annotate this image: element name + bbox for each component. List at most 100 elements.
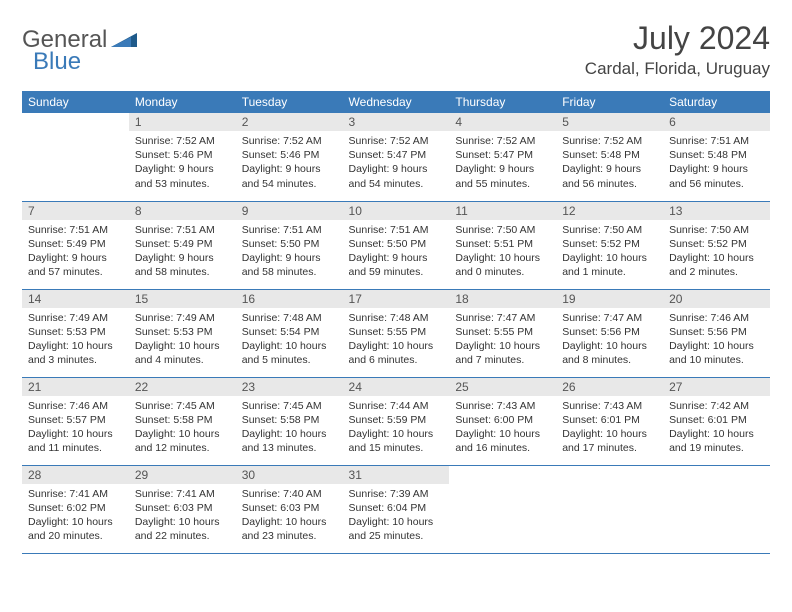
daylight-text: and 56 minutes. — [669, 177, 764, 191]
daylight-text: Daylight: 10 hours — [455, 251, 550, 265]
sunset-text: Sunset: 5:50 PM — [349, 237, 444, 251]
day-number: 15 — [129, 290, 236, 308]
day-body: Sunrise: 7:52 AMSunset: 5:47 PMDaylight:… — [449, 131, 556, 195]
sunrise-text: Sunrise: 7:41 AM — [135, 487, 230, 501]
daylight-text: and 16 minutes. — [455, 441, 550, 455]
day-body: Sunrise: 7:44 AMSunset: 5:59 PMDaylight:… — [343, 396, 450, 460]
calendar-cell: 4Sunrise: 7:52 AMSunset: 5:47 PMDaylight… — [449, 113, 556, 201]
daylight-text: and 58 minutes. — [135, 265, 230, 279]
calendar-week-row: 7Sunrise: 7:51 AMSunset: 5:49 PMDaylight… — [22, 201, 770, 289]
daylight-text: and 2 minutes. — [669, 265, 764, 279]
daylight-text: Daylight: 9 hours — [28, 251, 123, 265]
month-title: July 2024 — [585, 20, 770, 57]
sunset-text: Sunset: 5:49 PM — [135, 237, 230, 251]
sunrise-text: Sunrise: 7:50 AM — [562, 223, 657, 237]
sunrise-text: Sunrise: 7:39 AM — [349, 487, 444, 501]
daylight-text: Daylight: 9 hours — [349, 162, 444, 176]
sunrise-text: Sunrise: 7:50 AM — [669, 223, 764, 237]
sunrise-text: Sunrise: 7:51 AM — [28, 223, 123, 237]
daylight-text: Daylight: 10 hours — [28, 339, 123, 353]
day-number: 18 — [449, 290, 556, 308]
daylight-text: Daylight: 10 hours — [455, 427, 550, 441]
day-body: Sunrise: 7:52 AMSunset: 5:46 PMDaylight:… — [129, 131, 236, 195]
day-body: Sunrise: 7:52 AMSunset: 5:46 PMDaylight:… — [236, 131, 343, 195]
sunset-text: Sunset: 5:49 PM — [28, 237, 123, 251]
daylight-text: and 4 minutes. — [135, 353, 230, 367]
sunrise-text: Sunrise: 7:41 AM — [28, 487, 123, 501]
sunset-text: Sunset: 5:50 PM — [242, 237, 337, 251]
calendar-week-row: 21Sunrise: 7:46 AMSunset: 5:57 PMDayligh… — [22, 377, 770, 465]
logo-blue-row: Blue — [33, 48, 81, 76]
daylight-text: Daylight: 10 hours — [349, 515, 444, 529]
day-body: Sunrise: 7:52 AMSunset: 5:47 PMDaylight:… — [343, 131, 450, 195]
day-body: Sunrise: 7:40 AMSunset: 6:03 PMDaylight:… — [236, 484, 343, 548]
calendar-cell: 28Sunrise: 7:41 AMSunset: 6:02 PMDayligh… — [22, 465, 129, 553]
daylight-text: Daylight: 10 hours — [669, 339, 764, 353]
sunset-text: Sunset: 5:52 PM — [669, 237, 764, 251]
calendar-cell: 8Sunrise: 7:51 AMSunset: 5:49 PMDaylight… — [129, 201, 236, 289]
day-number: 28 — [22, 466, 129, 484]
logo-text-blue: Blue — [33, 48, 81, 75]
sunrise-text: Sunrise: 7:51 AM — [669, 134, 764, 148]
daylight-text: and 58 minutes. — [242, 265, 337, 279]
daylight-text: Daylight: 10 hours — [242, 339, 337, 353]
daylight-text: and 8 minutes. — [562, 353, 657, 367]
calendar-cell: 25Sunrise: 7:43 AMSunset: 6:00 PMDayligh… — [449, 377, 556, 465]
daylight-text: Daylight: 10 hours — [28, 515, 123, 529]
daylight-text: Daylight: 10 hours — [242, 427, 337, 441]
calendar-week-row: 1Sunrise: 7:52 AMSunset: 5:46 PMDaylight… — [22, 113, 770, 201]
calendar-cell: 23Sunrise: 7:45 AMSunset: 5:58 PMDayligh… — [236, 377, 343, 465]
sunrise-text: Sunrise: 7:46 AM — [669, 311, 764, 325]
day-number: 2 — [236, 113, 343, 131]
day-number: 22 — [129, 378, 236, 396]
day-number: 31 — [343, 466, 450, 484]
day-number: 13 — [663, 202, 770, 220]
calendar-cell: 29Sunrise: 7:41 AMSunset: 6:03 PMDayligh… — [129, 465, 236, 553]
day-number: 23 — [236, 378, 343, 396]
day-body: Sunrise: 7:45 AMSunset: 5:58 PMDaylight:… — [129, 396, 236, 460]
sunset-text: Sunset: 5:51 PM — [455, 237, 550, 251]
daylight-text: and 7 minutes. — [455, 353, 550, 367]
daylight-text: Daylight: 10 hours — [349, 427, 444, 441]
daylight-text: and 57 minutes. — [28, 265, 123, 279]
day-number: 26 — [556, 378, 663, 396]
day-body: Sunrise: 7:51 AMSunset: 5:49 PMDaylight:… — [129, 220, 236, 284]
weekday-header: Tuesday — [236, 91, 343, 113]
weekday-header-row: Sunday Monday Tuesday Wednesday Thursday… — [22, 91, 770, 113]
day-number: 21 — [22, 378, 129, 396]
calendar-cell: 20Sunrise: 7:46 AMSunset: 5:56 PMDayligh… — [663, 289, 770, 377]
calendar-cell: 27Sunrise: 7:42 AMSunset: 6:01 PMDayligh… — [663, 377, 770, 465]
day-number: 27 — [663, 378, 770, 396]
calendar-cell: 12Sunrise: 7:50 AMSunset: 5:52 PMDayligh… — [556, 201, 663, 289]
daylight-text: Daylight: 9 hours — [562, 162, 657, 176]
daylight-text: and 22 minutes. — [135, 529, 230, 543]
day-number: 12 — [556, 202, 663, 220]
day-body: Sunrise: 7:49 AMSunset: 5:53 PMDaylight:… — [22, 308, 129, 372]
day-body: Sunrise: 7:46 AMSunset: 5:56 PMDaylight:… — [663, 308, 770, 372]
calendar-week-row: 28Sunrise: 7:41 AMSunset: 6:02 PMDayligh… — [22, 465, 770, 553]
daylight-text: Daylight: 10 hours — [349, 339, 444, 353]
sunrise-text: Sunrise: 7:52 AM — [242, 134, 337, 148]
daylight-text: and 17 minutes. — [562, 441, 657, 455]
calendar-cell: 10Sunrise: 7:51 AMSunset: 5:50 PMDayligh… — [343, 201, 450, 289]
sunset-text: Sunset: 5:47 PM — [455, 148, 550, 162]
sunrise-text: Sunrise: 7:51 AM — [135, 223, 230, 237]
day-number: 16 — [236, 290, 343, 308]
calendar-cell: 2Sunrise: 7:52 AMSunset: 5:46 PMDaylight… — [236, 113, 343, 201]
daylight-text: and 12 minutes. — [135, 441, 230, 455]
daylight-text: and 1 minute. — [562, 265, 657, 279]
day-body: Sunrise: 7:48 AMSunset: 5:55 PMDaylight:… — [343, 308, 450, 372]
sunset-text: Sunset: 5:54 PM — [242, 325, 337, 339]
daylight-text: Daylight: 10 hours — [28, 427, 123, 441]
calendar-cell: 31 Sunrise: 7:39 AMSunset: 6:04 PMDayligh… — [343, 465, 450, 553]
sunset-text: Sunset: 5:46 PM — [242, 148, 337, 162]
day-body: Sunrise: 7:50 AMSunset: 5:52 PMDaylight:… — [663, 220, 770, 284]
daylight-text: and 56 minutes. — [562, 177, 657, 191]
sunset-text: Sunset: 6:04 PM — [349, 501, 444, 515]
sunrise-text: Sunrise: 7:48 AM — [349, 311, 444, 325]
day-number: 20 — [663, 290, 770, 308]
daylight-text: Daylight: 10 hours — [135, 427, 230, 441]
calendar-cell: 22Sunrise: 7:45 AMSunset: 5:58 PMDayligh… — [129, 377, 236, 465]
sunrise-text: Sunrise: 7:49 AM — [135, 311, 230, 325]
sunrise-text: Sunrise: 7:51 AM — [242, 223, 337, 237]
